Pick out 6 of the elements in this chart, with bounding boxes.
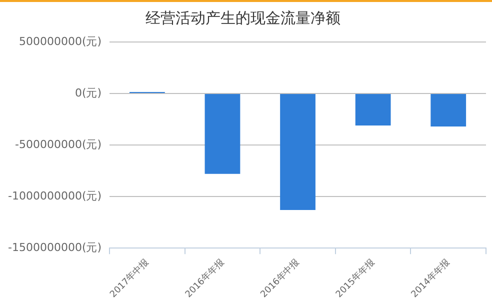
y-tick-label: -1500000000(元) — [8, 240, 102, 254]
y-tick-label: -1000000000(元) — [8, 189, 102, 202]
y-tick-label: 0(元) — [74, 86, 102, 100]
chart-title: 经营活动产生的现金流量净额 — [146, 8, 340, 27]
y-tick-label: -500000000(元) — [14, 138, 102, 151]
y-tick-label: 500000000(元) — [18, 34, 102, 48]
